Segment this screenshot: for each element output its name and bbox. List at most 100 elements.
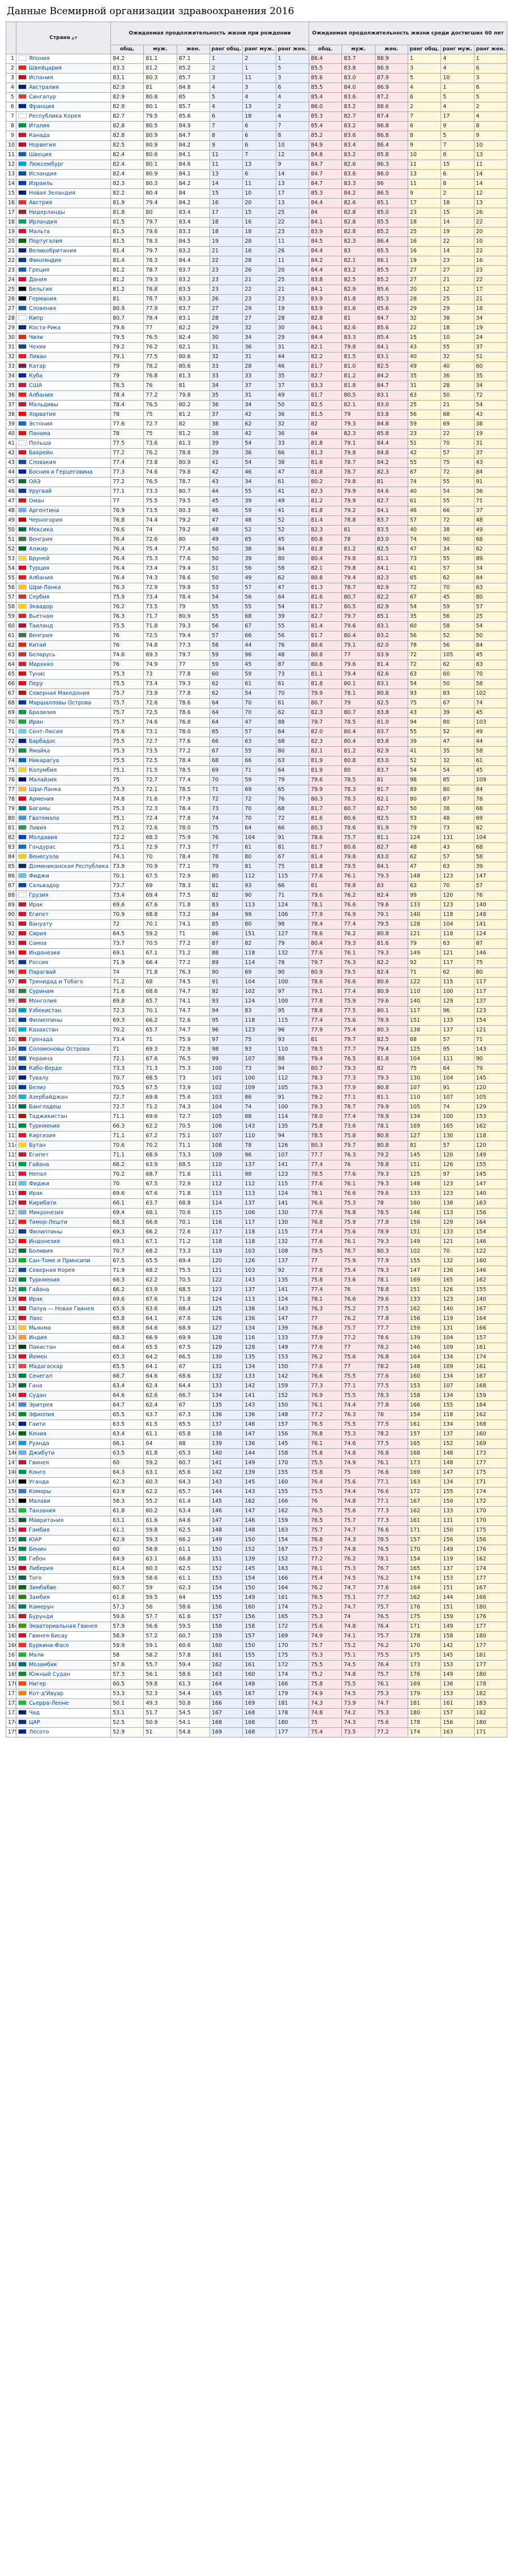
country-name[interactable]: Египет (29, 911, 49, 918)
country-cell[interactable]: Швейцария (16, 63, 112, 74)
country-cell[interactable]: Микронезия (16, 1208, 112, 1218)
country-name[interactable]: Сан-Томе и Принсипи (29, 1258, 91, 1264)
country-name[interactable]: Туркмения (29, 1277, 60, 1283)
country-name[interactable]: Южный Судан (29, 1671, 70, 1678)
country-name[interactable]: Марокко (29, 661, 54, 668)
column-header[interactable]: ранг муж. (441, 45, 474, 54)
country-cell[interactable]: Канада (16, 131, 112, 141)
country-name[interactable]: Филиппины (29, 1017, 63, 1023)
country-name[interactable]: Ирак (29, 1296, 43, 1302)
country-cell[interactable]: Гватемала (16, 814, 112, 824)
country-name[interactable]: Бруней (29, 556, 50, 562)
country-cell[interactable]: Гамбия (16, 1525, 112, 1536)
country-cell[interactable]: Индонезия (16, 948, 112, 958)
country-cell[interactable]: Кения (16, 1429, 112, 1439)
country-name[interactable]: Шри-Ланка (29, 584, 61, 591)
country-cell[interactable]: Сенегал (16, 1371, 112, 1382)
country-name[interactable]: Гамбия (29, 1527, 50, 1533)
country-name[interactable]: Перу (29, 681, 43, 687)
country-name[interactable]: Словения (29, 306, 57, 312)
country-cell[interactable]: Венгрия (16, 535, 112, 545)
country-name[interactable]: Пакистан (29, 1344, 56, 1351)
country-name[interactable]: Тимор-Лешти (29, 1219, 67, 1225)
country-name[interactable]: Шри-Ланка (29, 786, 61, 793)
country-name[interactable]: Великобритания (29, 248, 76, 254)
country-cell[interactable]: Германия (16, 294, 112, 304)
country-name[interactable]: Монголия (29, 998, 57, 1004)
country-cell[interactable]: Малайзия (16, 775, 112, 785)
country-name[interactable]: Замбия (29, 1594, 50, 1601)
country-cell[interactable]: Кипр (16, 313, 112, 324)
country-name[interactable]: Албания (29, 575, 53, 581)
country-cell[interactable]: Китай (16, 640, 112, 651)
country-name[interactable]: Буркина-Фасо (29, 1642, 69, 1649)
country-name[interactable]: Танзания (29, 1508, 55, 1514)
country-name[interactable]: Япония (29, 55, 50, 62)
country-cell[interactable]: Маршалловы Острова (16, 698, 112, 708)
country-cell[interactable]: Греция (16, 265, 112, 276)
country-cell[interactable]: Италия (16, 121, 112, 131)
country-name[interactable]: Конго (29, 1469, 46, 1476)
country-cell[interactable]: Бельгия (16, 285, 112, 295)
country-name[interactable]: Доминиканская Республика (29, 863, 109, 870)
country-cell[interactable]: Соломоновы Острова (16, 1044, 112, 1055)
country-cell[interactable]: Вануату (16, 919, 112, 930)
country-cell[interactable]: Нигер (16, 1679, 112, 1689)
country-cell[interactable]: Австрия (16, 198, 112, 208)
country-name[interactable]: Сальвадор (29, 883, 60, 889)
country-name[interactable]: Сирия (29, 931, 46, 937)
country-cell[interactable]: Швеция (16, 150, 112, 160)
country-name[interactable]: Сенегал (29, 1373, 53, 1379)
country-cell[interactable]: Самоа (16, 939, 112, 949)
country-cell[interactable]: Северная Македония (16, 689, 112, 699)
country-cell[interactable]: Габон (16, 1554, 112, 1564)
country-name[interactable]: Кирибати (29, 1200, 57, 1206)
country-cell[interactable]: Узбекистан (16, 1006, 112, 1016)
country-cell[interactable]: Киргизия (16, 1131, 112, 1141)
country-name[interactable]: Панама (29, 431, 51, 437)
country-name[interactable]: Бутан (29, 1142, 46, 1149)
country-name[interactable]: Вьетнам (29, 613, 53, 620)
country-name[interactable]: Финляндия (29, 257, 62, 264)
country-name[interactable]: Туркмения (29, 1123, 60, 1129)
country-cell[interactable]: Того (16, 1573, 112, 1584)
country-name[interactable]: Лесото (29, 1729, 49, 1735)
country-name[interactable]: Ямайка (29, 748, 50, 754)
country-cell[interactable]: Чад (16, 1708, 112, 1718)
country-cell[interactable]: Сент-Люсия (16, 727, 112, 737)
country-cell[interactable]: ЦАР (16, 1718, 112, 1728)
country-cell[interactable]: Монголия (16, 996, 112, 1007)
country-name[interactable]: Сербия (29, 594, 50, 600)
country-name[interactable]: Белиз (29, 1085, 46, 1091)
country-cell[interactable]: Гвинея (16, 1458, 112, 1468)
country-cell[interactable]: Оман (16, 496, 112, 506)
country-cell[interactable]: Гренада (16, 1035, 112, 1045)
country-cell[interactable]: Гайана (16, 1160, 112, 1170)
country-cell[interactable]: Армения (16, 794, 112, 805)
country-name[interactable]: Эстония (29, 421, 53, 427)
country-cell[interactable]: Буркина-Фасо (16, 1641, 112, 1651)
country-cell[interactable]: Алжир (16, 544, 112, 554)
country-name[interactable]: Республика Корея (29, 113, 81, 119)
country-cell[interactable]: Израиль (16, 179, 112, 189)
country-cell[interactable]: Уругвай (16, 487, 112, 497)
country-name[interactable]: Уганда (29, 1479, 49, 1485)
country-cell[interactable]: Марокко (16, 660, 112, 670)
country-cell[interactable]: Австралия (16, 83, 112, 93)
column-header[interactable]: муж. (143, 45, 177, 54)
country-name[interactable]: Азербайджан (29, 1094, 68, 1100)
country-cell[interactable]: Ирландия (16, 217, 112, 227)
country-cell[interactable]: Египет (16, 910, 112, 920)
country-name[interactable]: Киргизия (29, 1133, 56, 1139)
country-cell[interactable]: Камерун (16, 1602, 112, 1612)
country-name[interactable]: ЦАР (29, 1719, 40, 1726)
country-cell[interactable]: Никарагуа (16, 756, 112, 766)
country-cell[interactable]: Парагвай (16, 967, 112, 978)
country-name[interactable]: Бахрейн (29, 450, 53, 456)
country-cell[interactable]: Колумбия (16, 766, 112, 776)
country-name[interactable]: США (29, 382, 42, 389)
country-cell[interactable]: Джибути (16, 1448, 112, 1459)
country-cell[interactable]: Белиз (16, 1083, 112, 1093)
country-cell[interactable]: Конго (16, 1468, 112, 1478)
country-cell[interactable]: Судан (16, 1391, 112, 1401)
